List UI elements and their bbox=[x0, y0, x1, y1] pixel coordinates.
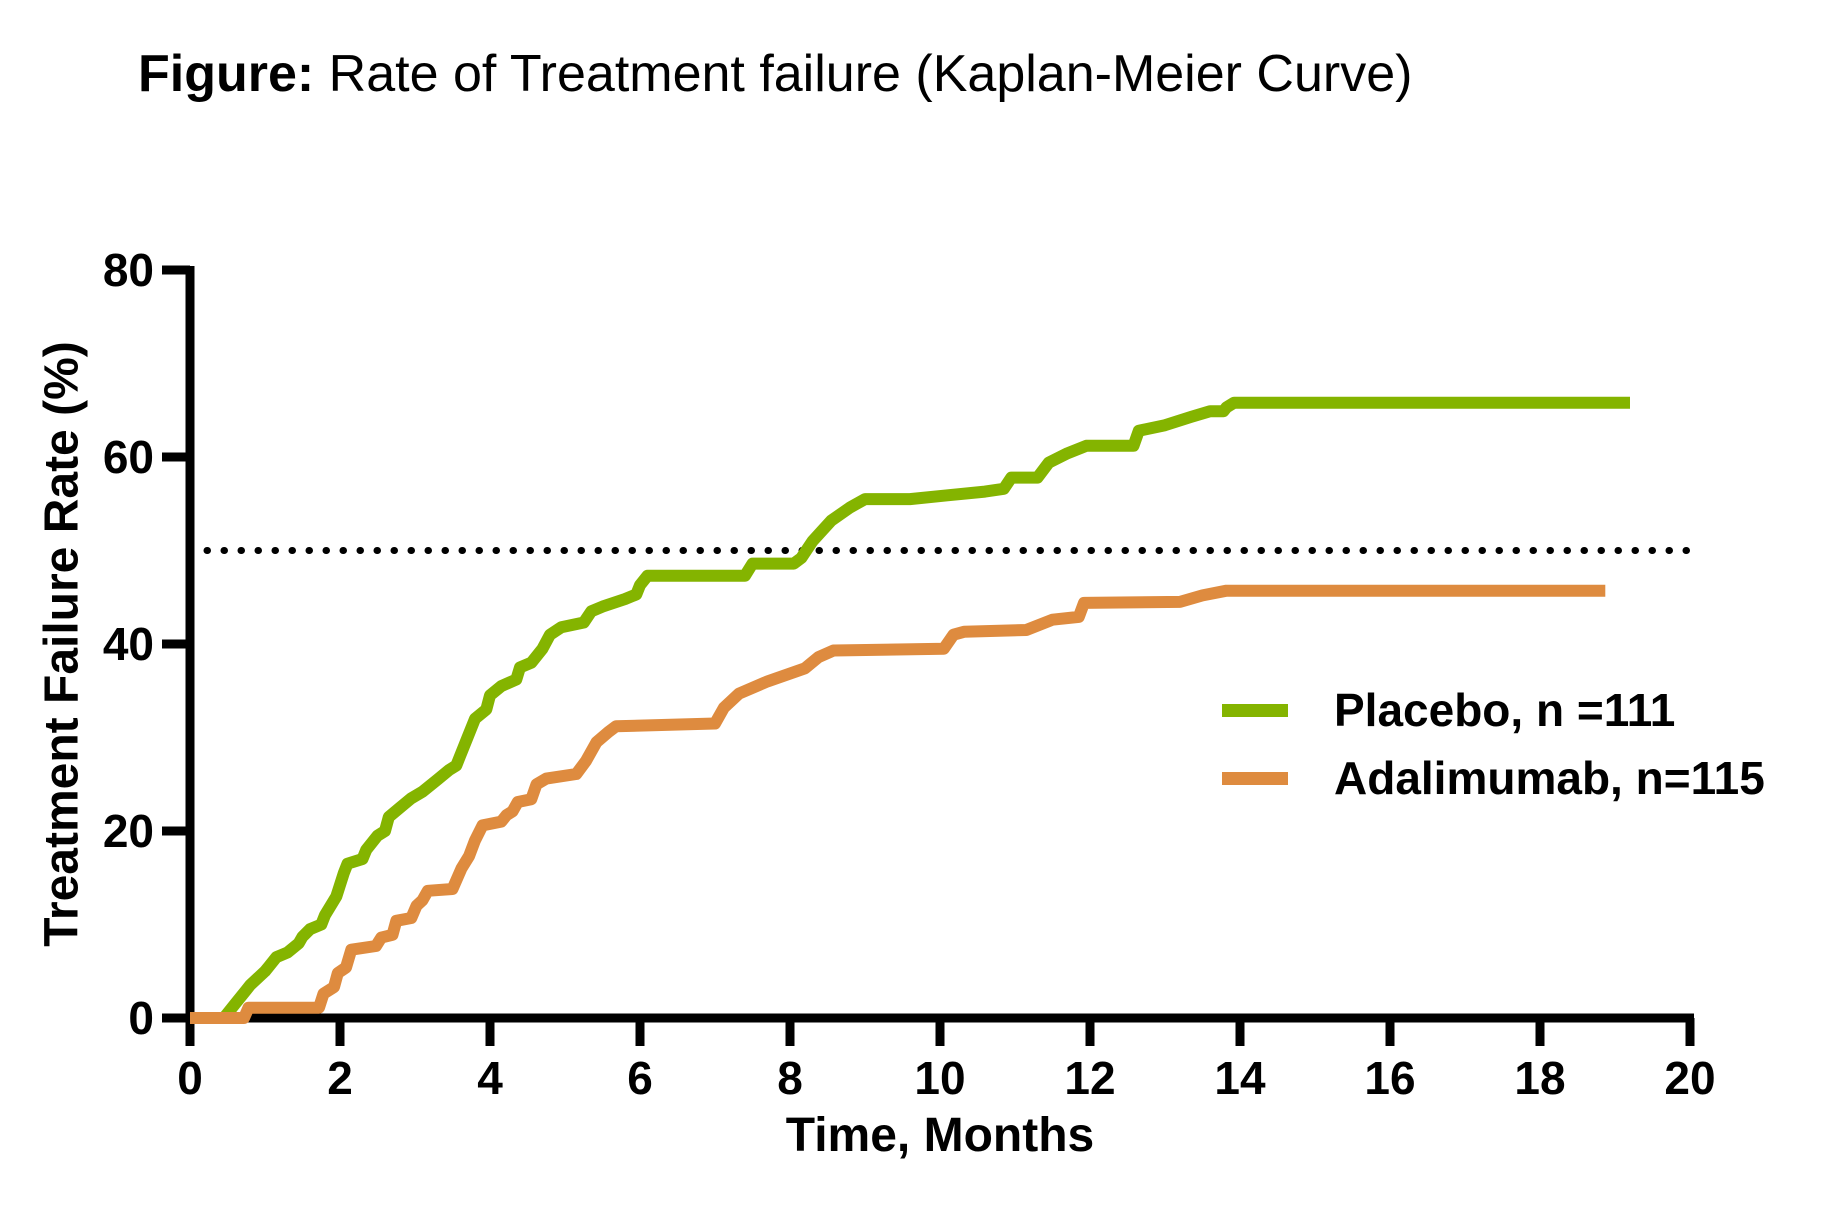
adalimumab-line-swatch bbox=[1222, 771, 1288, 785]
placebo-curve bbox=[190, 396, 1630, 1024]
x-tick-label: 4 bbox=[477, 1052, 503, 1104]
x-axis-label: Time, Months bbox=[785, 1109, 1095, 1162]
figure-title: Figure: Rate of Treatment failure (Kapla… bbox=[138, 44, 1412, 104]
y-tick-label: 0 bbox=[128, 992, 154, 1044]
y-tick-label: 60 bbox=[103, 431, 154, 483]
x-tick-label: 0 bbox=[177, 1052, 203, 1104]
x-tick-label: 2 bbox=[327, 1052, 353, 1104]
x-tick-label: 6 bbox=[627, 1052, 653, 1104]
y-tick-label: 80 bbox=[103, 244, 154, 296]
x-tick-label: 12 bbox=[1064, 1052, 1115, 1104]
legend-item-adalimumab: Adalimumab, n=115 bbox=[1222, 744, 1765, 812]
placebo-line-swatch bbox=[1222, 703, 1288, 717]
y-tick-label: 20 bbox=[103, 805, 154, 857]
figure-title-prefix: Figure: bbox=[138, 45, 315, 103]
x-tick-label: 10 bbox=[914, 1052, 965, 1104]
x-tick-label: 20 bbox=[1664, 1052, 1715, 1104]
x-tick-label: 14 bbox=[1214, 1052, 1266, 1104]
legend-label-adalimumab: Adalimumab, n=115 bbox=[1334, 752, 1765, 804]
legend-label-placebo: Placebo, n =111 bbox=[1334, 684, 1676, 736]
figure-title-text: Rate of Treatment failure (Kaplan-Meier … bbox=[314, 45, 1413, 103]
legend-item-placebo: Placebo, n =111 bbox=[1222, 676, 1765, 744]
chart-legend: Placebo, n =111 Adalimumab, n=115 bbox=[1222, 676, 1765, 812]
x-tick-label: 8 bbox=[777, 1052, 803, 1104]
y-tick-label: 40 bbox=[103, 618, 154, 670]
x-tick-label: 16 bbox=[1364, 1052, 1415, 1104]
x-tick-label: 18 bbox=[1514, 1052, 1565, 1104]
adalimumab-curve bbox=[190, 584, 1606, 1024]
